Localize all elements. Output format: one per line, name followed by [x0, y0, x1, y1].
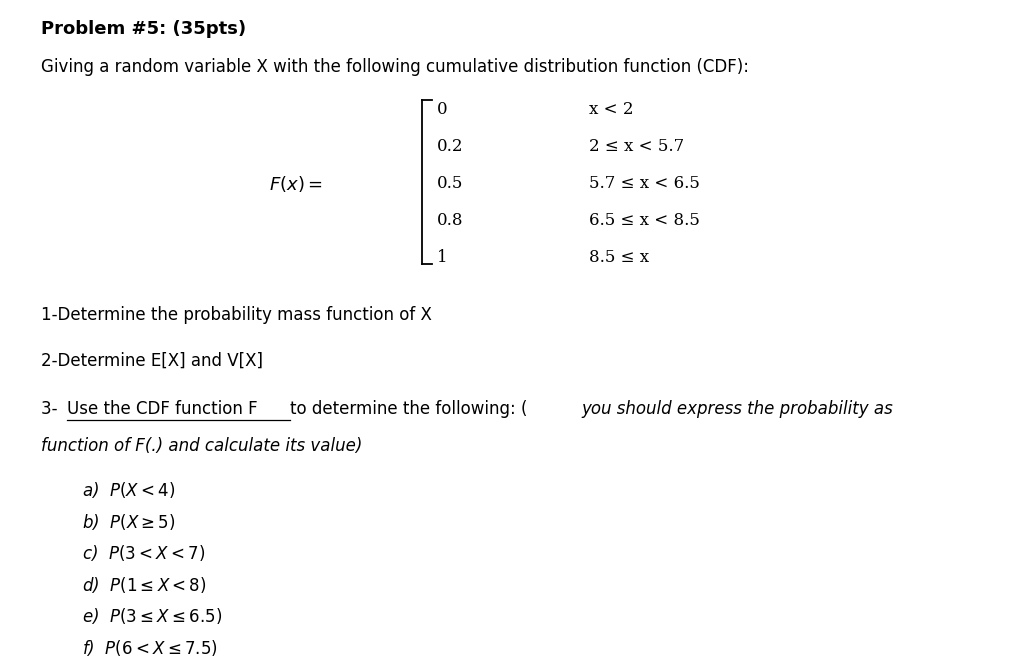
Text: 0.8: 0.8 [437, 212, 464, 229]
Text: to determine the following: (: to determine the following: ( [290, 400, 527, 419]
Text: d)  $P(1 \leq X < 8)$: d) $P(1 \leq X < 8)$ [82, 575, 207, 595]
Text: function of F(.) and calculate its value): function of F(.) and calculate its value… [41, 437, 362, 455]
Text: Giving a random variable X with the following cumulative distribution function (: Giving a random variable X with the foll… [41, 58, 749, 76]
Text: 6.5 ≤ x < 8.5: 6.5 ≤ x < 8.5 [589, 212, 699, 229]
Text: you should express the probability as: you should express the probability as [582, 400, 893, 419]
Text: 0: 0 [437, 101, 447, 118]
Text: $F(x) =$: $F(x) =$ [269, 173, 323, 194]
Text: a)  $P(X < 4)$: a) $P(X < 4)$ [82, 480, 175, 500]
Text: 5.7 ≤ x < 6.5: 5.7 ≤ x < 6.5 [589, 175, 699, 192]
Text: e)  $P(3 \leq X \leq 6.5)$: e) $P(3 \leq X \leq 6.5)$ [82, 606, 222, 626]
Text: 0.5: 0.5 [437, 175, 464, 192]
Text: f)  $P(6 < X \leq 7.5)$: f) $P(6 < X \leq 7.5)$ [82, 638, 218, 657]
Text: b)  $P(X \geq 5)$: b) $P(X \geq 5)$ [82, 512, 175, 532]
Text: 2-Determine E[X] and V[X]: 2-Determine E[X] and V[X] [41, 352, 263, 370]
Text: 2 ≤ x < 5.7: 2 ≤ x < 5.7 [589, 138, 684, 155]
Text: 8.5 ≤ x: 8.5 ≤ x [589, 249, 649, 266]
Text: c)  $P(3 < X < 7)$: c) $P(3 < X < 7)$ [82, 543, 205, 563]
Text: 1-Determine the probability mass function of X: 1-Determine the probability mass functio… [41, 306, 432, 324]
Text: 3-: 3- [41, 400, 62, 419]
Text: Use the CDF function F: Use the CDF function F [67, 400, 262, 419]
Text: 1: 1 [437, 249, 447, 266]
Text: Problem #5: (35pts): Problem #5: (35pts) [41, 20, 246, 38]
Text: 0.2: 0.2 [437, 138, 464, 155]
Text: x < 2: x < 2 [589, 101, 633, 118]
